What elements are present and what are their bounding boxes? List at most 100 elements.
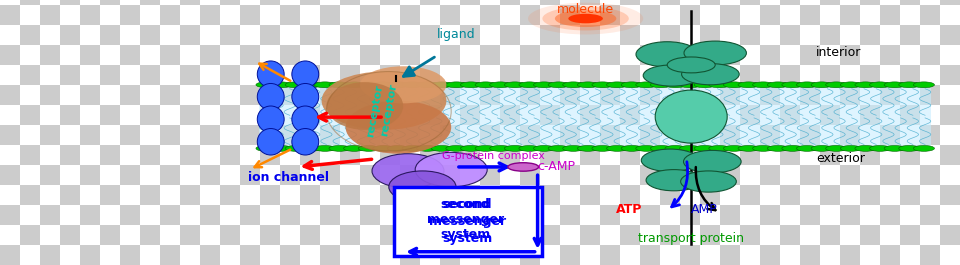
Bar <box>340 165 360 185</box>
Ellipse shape <box>681 171 736 192</box>
Bar <box>860 225 880 245</box>
Circle shape <box>461 82 482 88</box>
Bar <box>140 45 160 65</box>
Ellipse shape <box>257 106 284 132</box>
Bar <box>720 185 740 205</box>
Bar <box>560 0 580 5</box>
Bar <box>800 0 820 5</box>
Circle shape <box>285 82 306 88</box>
Bar <box>680 125 700 145</box>
Bar <box>0 245 20 265</box>
Bar <box>760 85 780 105</box>
Bar <box>20 205 40 225</box>
Bar <box>180 225 200 245</box>
Circle shape <box>475 145 496 151</box>
Bar <box>440 45 460 65</box>
Bar <box>60 45 80 65</box>
Bar <box>820 125 840 145</box>
Bar <box>220 85 240 105</box>
Bar <box>280 225 300 245</box>
Bar <box>200 105 220 125</box>
Bar <box>760 225 780 245</box>
Bar <box>900 245 920 265</box>
Bar <box>600 5 620 25</box>
Bar <box>760 245 780 265</box>
Bar <box>100 65 120 85</box>
Bar <box>520 165 540 185</box>
Bar <box>400 125 420 145</box>
Bar <box>920 5 940 25</box>
Bar <box>840 245 860 265</box>
Bar <box>240 85 260 105</box>
Bar <box>360 105 380 125</box>
Bar <box>400 5 420 25</box>
Bar <box>740 245 760 265</box>
Bar <box>840 25 860 45</box>
Bar <box>500 65 520 85</box>
Bar <box>160 5 180 25</box>
Bar <box>600 85 620 105</box>
Bar <box>400 165 420 185</box>
Bar <box>880 245 900 265</box>
Circle shape <box>534 82 555 88</box>
Bar <box>900 125 920 145</box>
Bar <box>700 85 720 105</box>
Ellipse shape <box>257 83 284 110</box>
Bar <box>920 165 940 185</box>
Bar <box>0 125 20 145</box>
Bar <box>620 25 640 45</box>
Bar <box>440 65 460 85</box>
Bar <box>680 5 700 25</box>
Bar <box>460 45 480 65</box>
Bar <box>320 25 340 45</box>
Bar <box>60 225 80 245</box>
Bar <box>940 5 960 25</box>
Bar <box>820 145 840 165</box>
Bar <box>300 85 320 105</box>
Bar <box>860 25 880 45</box>
Bar <box>100 205 120 225</box>
Bar <box>800 85 820 105</box>
Bar <box>700 185 720 205</box>
Bar <box>640 65 660 85</box>
Bar <box>160 105 180 125</box>
Circle shape <box>899 145 920 151</box>
Bar <box>260 65 280 85</box>
Bar <box>540 225 560 245</box>
Bar <box>300 65 320 85</box>
Bar <box>100 165 120 185</box>
Bar <box>660 125 680 145</box>
Bar <box>500 0 520 5</box>
Bar <box>880 185 900 205</box>
Bar <box>640 0 660 5</box>
Bar <box>740 0 760 5</box>
Circle shape <box>592 82 613 88</box>
Bar <box>820 225 840 245</box>
Bar <box>200 145 220 165</box>
Bar <box>840 185 860 205</box>
Bar <box>560 185 580 205</box>
Bar <box>500 205 520 225</box>
Bar <box>540 245 560 265</box>
Bar <box>200 5 220 25</box>
Circle shape <box>548 82 569 88</box>
Circle shape <box>402 145 423 151</box>
Circle shape <box>855 82 876 88</box>
Bar <box>0 5 20 25</box>
Bar <box>360 165 380 185</box>
Bar <box>260 5 280 25</box>
Bar <box>80 25 100 45</box>
Circle shape <box>826 82 847 88</box>
Bar <box>520 45 540 65</box>
Bar <box>900 185 920 205</box>
Bar <box>580 165 600 185</box>
Bar <box>440 245 460 265</box>
Bar <box>700 245 720 265</box>
Bar <box>300 0 320 5</box>
Bar <box>940 245 960 265</box>
Bar <box>620 225 640 245</box>
Bar <box>280 165 300 185</box>
Bar <box>460 5 480 25</box>
Bar <box>200 245 220 265</box>
Ellipse shape <box>257 129 284 155</box>
